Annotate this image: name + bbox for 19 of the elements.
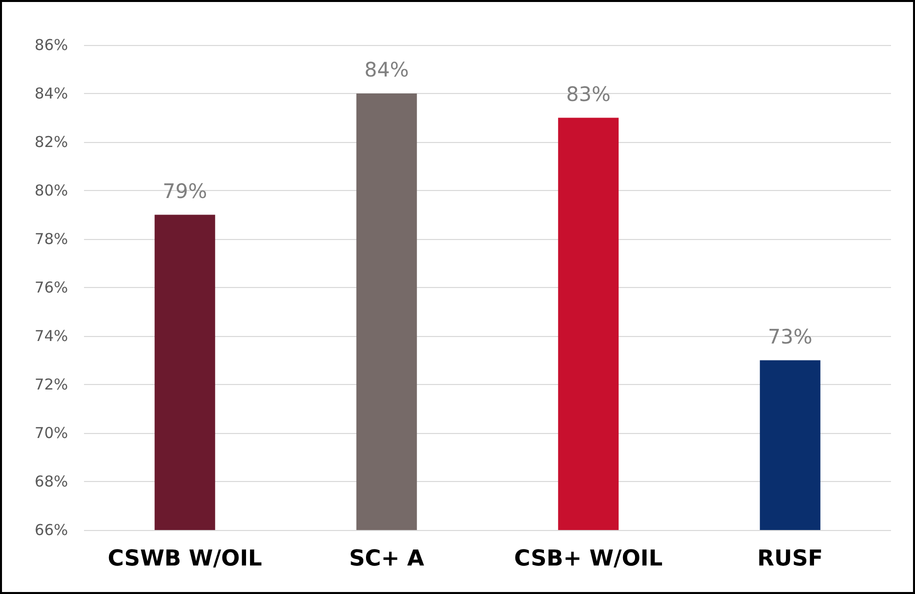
y-tick-label: 74% xyxy=(34,327,68,345)
y-tick-label: 78% xyxy=(34,230,68,248)
y-tick-label: 76% xyxy=(34,278,68,296)
x-tick-label: CSWB W/OIL xyxy=(108,546,262,572)
y-tick-label: 84% xyxy=(34,84,68,102)
data-label: 73% xyxy=(768,324,812,348)
y-tick-label: 86% xyxy=(34,36,68,54)
x-tick-label: RUSF xyxy=(757,546,823,572)
x-tick-label: SC+ A xyxy=(349,546,424,572)
x-tick-label: CSB+ W/OIL xyxy=(514,546,663,572)
data-label: 79% xyxy=(162,178,208,203)
y-tick-label: 82% xyxy=(34,133,68,151)
data-label: 84% xyxy=(364,58,409,82)
y-tick-label: 80% xyxy=(34,182,68,200)
y-tick-label: 70% xyxy=(34,424,68,442)
y-tick-label: 68% xyxy=(34,472,68,490)
y-tick-label: 66% xyxy=(34,521,68,539)
y-tick-label: 72% xyxy=(34,376,68,394)
data-label: 83% xyxy=(566,82,611,106)
